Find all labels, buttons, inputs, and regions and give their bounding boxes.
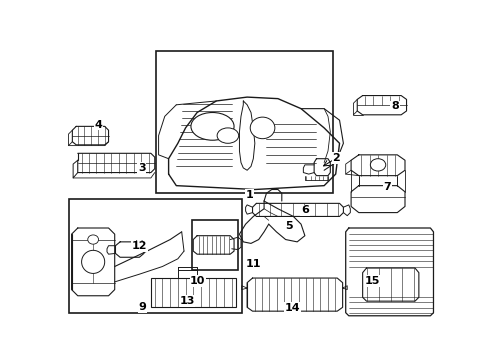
Ellipse shape (250, 117, 274, 139)
Bar (156, 51, 333, 193)
Text: 1: 1 (245, 190, 253, 200)
Text: 10: 10 (190, 276, 205, 286)
Text: 2: 2 (332, 153, 340, 163)
Ellipse shape (217, 128, 238, 143)
Text: 7: 7 (383, 182, 390, 192)
Text: 15: 15 (364, 276, 380, 286)
Bar (68, 199, 241, 313)
Text: 12: 12 (131, 242, 147, 252)
Text: 14: 14 (284, 303, 300, 313)
Bar (191, 220, 238, 270)
Text: 5: 5 (285, 221, 293, 231)
Text: 4: 4 (94, 120, 102, 130)
Text: 6: 6 (300, 205, 308, 215)
Text: 9: 9 (138, 302, 146, 312)
Ellipse shape (190, 112, 234, 140)
Text: 8: 8 (390, 101, 398, 111)
Ellipse shape (81, 250, 104, 274)
Text: 3: 3 (138, 163, 145, 173)
Ellipse shape (87, 235, 99, 244)
Text: 13: 13 (179, 296, 194, 306)
Ellipse shape (369, 159, 385, 171)
Text: 11: 11 (245, 259, 261, 269)
Bar (151, 278, 235, 307)
